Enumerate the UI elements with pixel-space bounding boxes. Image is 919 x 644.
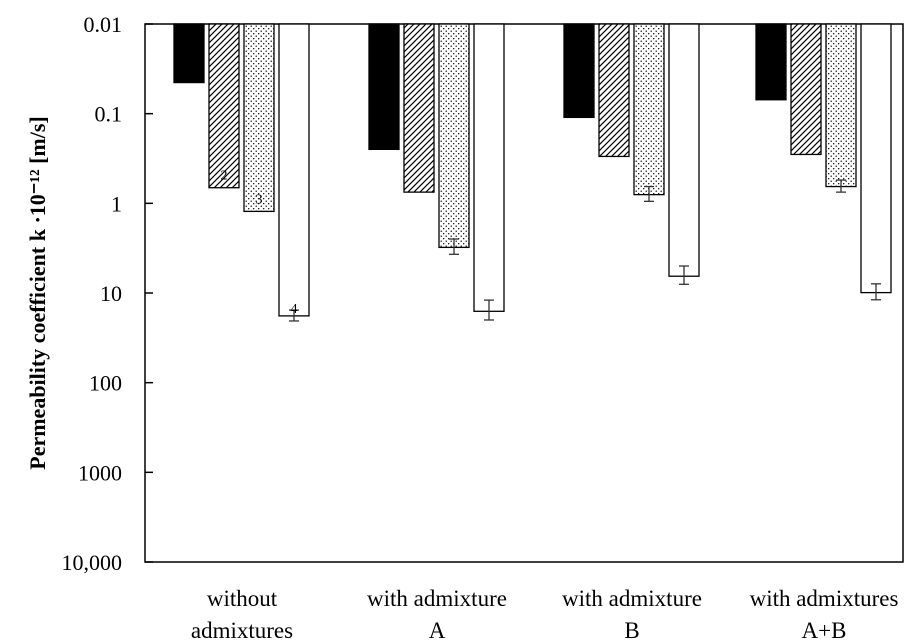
category-label: B	[624, 618, 639, 643]
bar	[368, 23, 400, 150]
bar	[403, 23, 435, 193]
bar	[278, 23, 310, 317]
bar	[633, 23, 665, 196]
y-tick-label: 100	[89, 371, 122, 396]
bar	[473, 23, 505, 312]
y-tick-label: 10	[100, 281, 122, 306]
bar	[790, 23, 822, 156]
bar	[860, 23, 892, 294]
bar	[598, 23, 630, 158]
y-tick-label: 0.1	[95, 102, 123, 127]
bar-number-label: 1	[186, 64, 193, 79]
y-tick-label: 1000	[78, 460, 122, 485]
y-axis: 0.01 0.1 1 10 100 1000 10,000	[62, 12, 153, 575]
bar-number-label: 3	[256, 192, 263, 207]
bar	[438, 23, 470, 249]
bar	[668, 23, 700, 277]
category-label: without	[207, 586, 278, 611]
category-label: admixtures	[191, 618, 293, 643]
y-tick-label: 0.01	[84, 12, 123, 37]
category-label: with admixture	[562, 586, 702, 611]
bar	[243, 23, 275, 213]
bar	[208, 23, 240, 189]
category-label: A	[429, 618, 446, 643]
bar	[563, 23, 595, 119]
y-tick-label: 1	[111, 191, 122, 216]
bar	[825, 23, 857, 188]
category-label: A+B	[802, 618, 847, 643]
bar-number-label: 2	[221, 169, 228, 184]
bars: 1 2 3 4	[173, 23, 892, 322]
category-label: with admixtures	[750, 586, 899, 611]
category-label: with admixture	[367, 586, 507, 611]
y-tick-label: 10,000	[62, 550, 123, 575]
y-axis-label: Permeability coefficient k ·10⁻¹² [m/s]	[25, 116, 50, 469]
bar-number-label: 4	[291, 302, 298, 317]
bar	[173, 23, 205, 84]
bar	[755, 23, 787, 101]
